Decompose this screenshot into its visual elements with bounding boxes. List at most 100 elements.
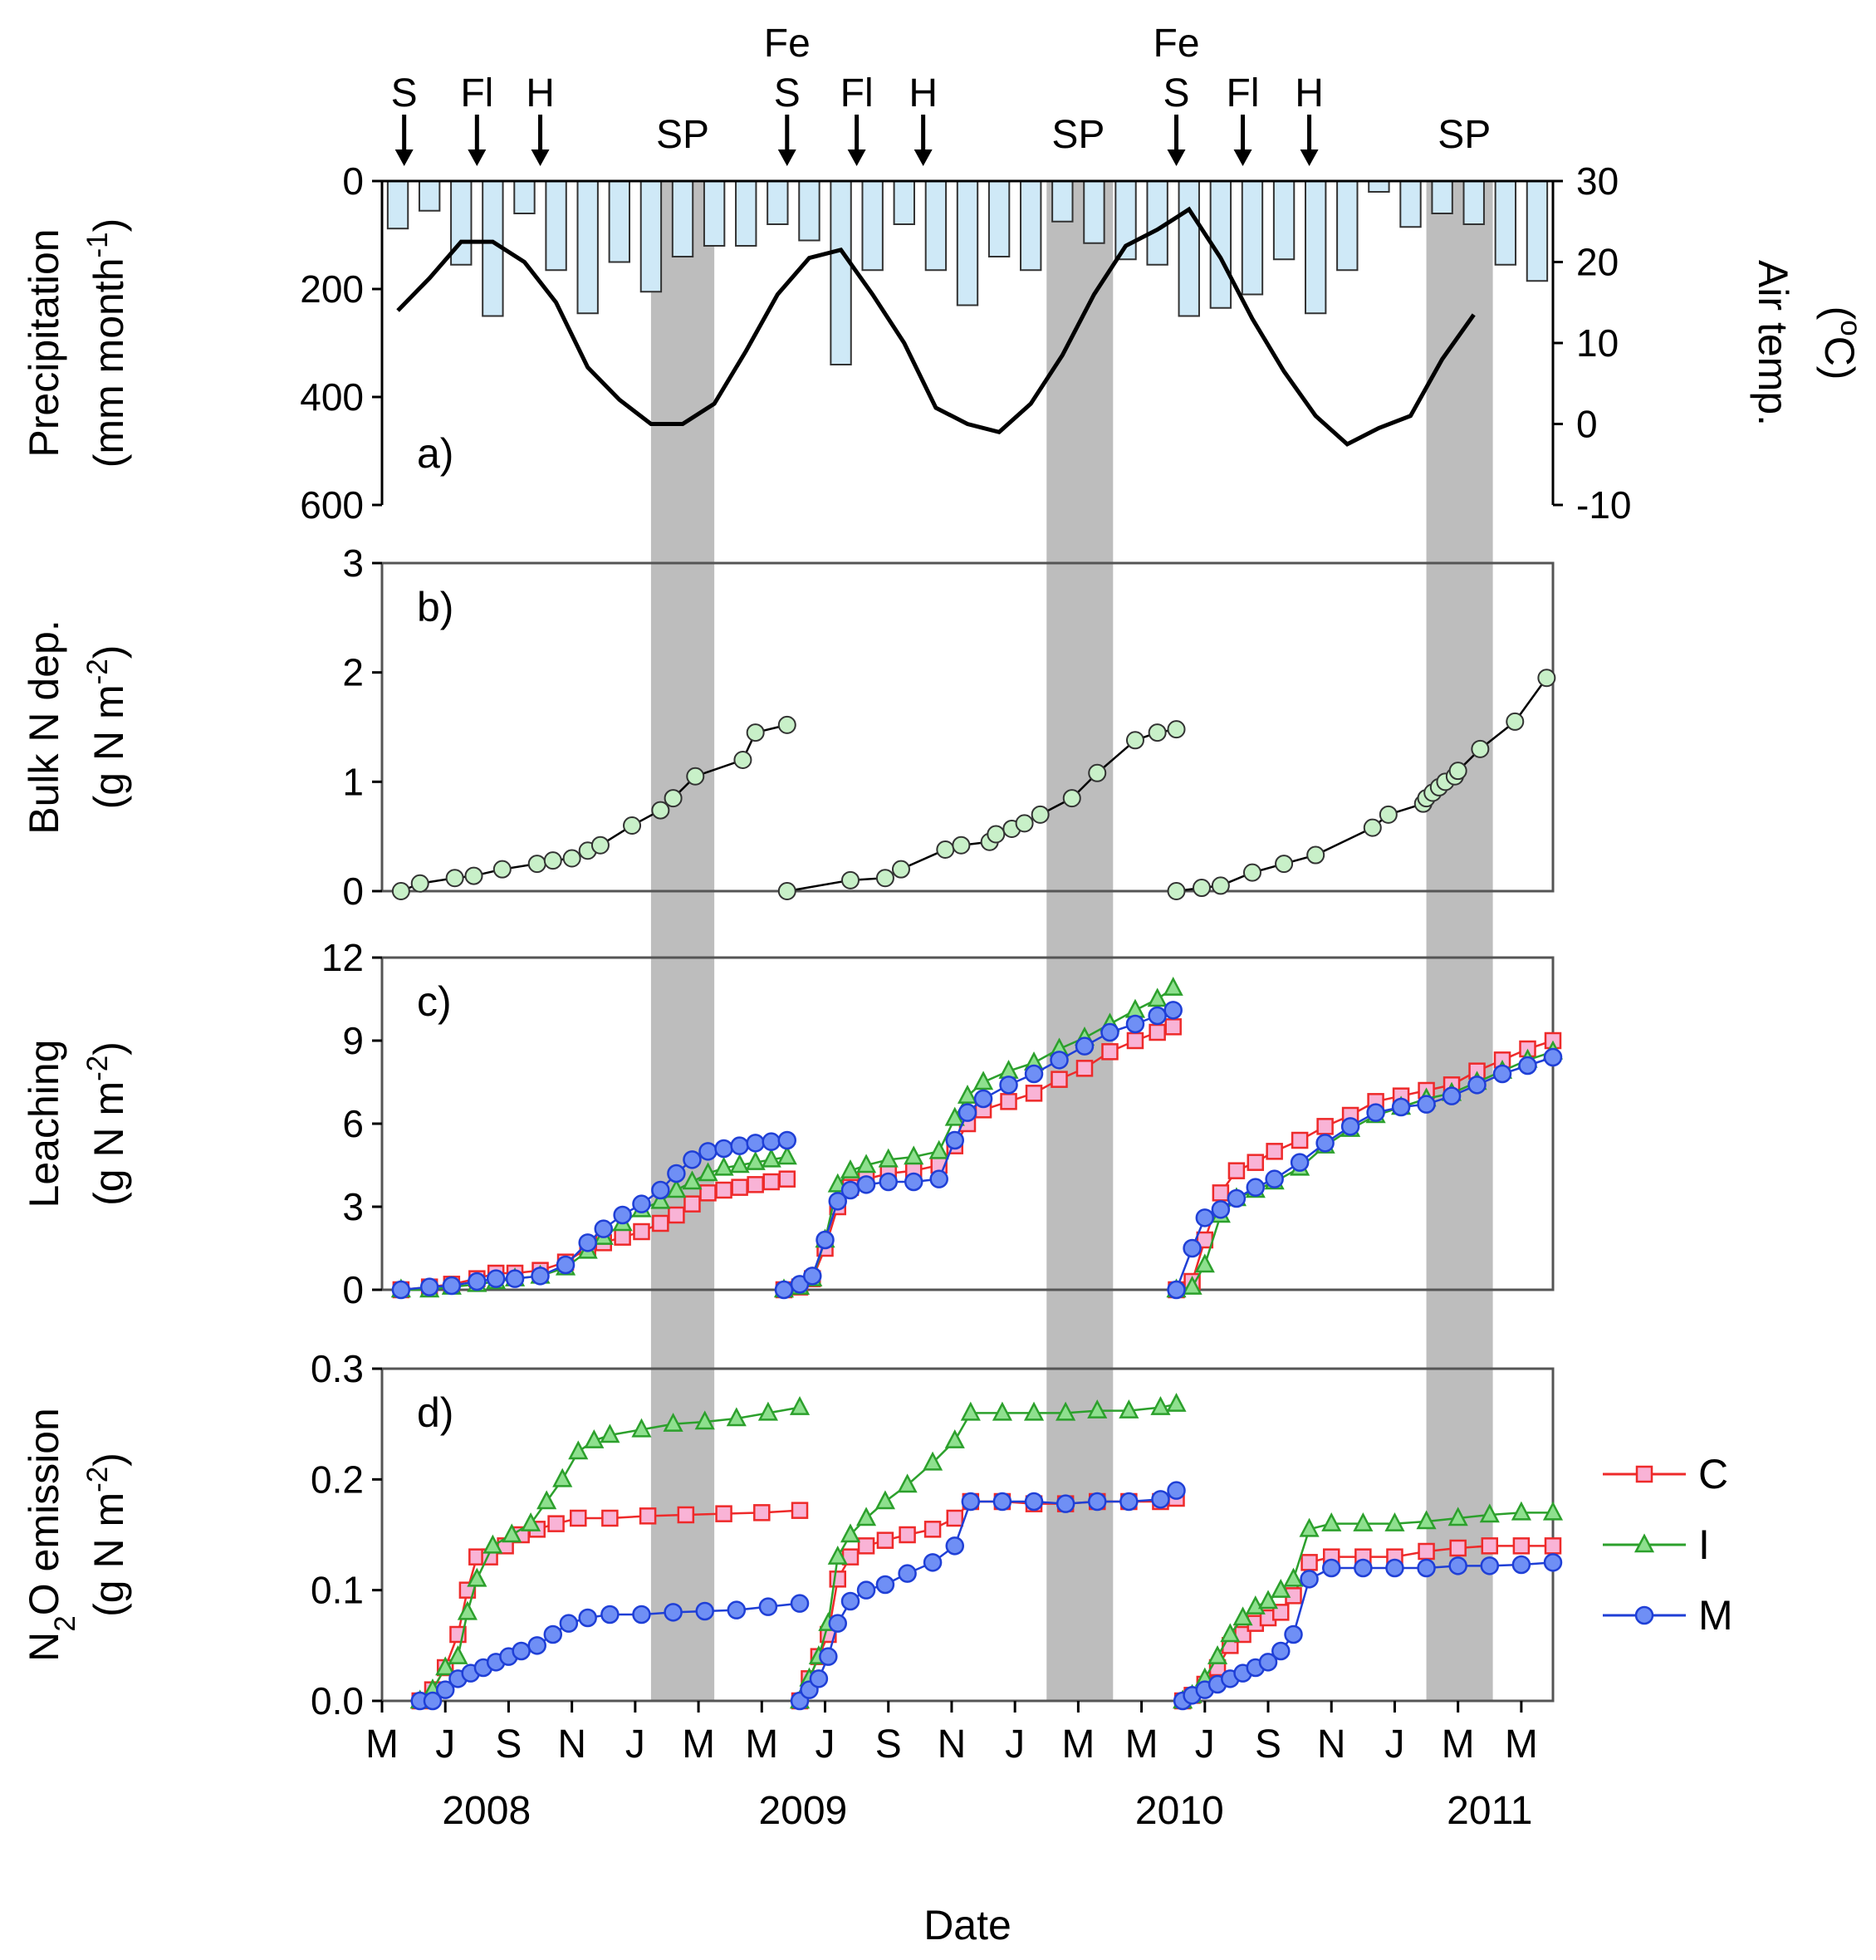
event-label-h: H — [526, 71, 555, 115]
panel-c-point-m — [468, 1272, 487, 1291]
panel-d-point-m — [632, 1605, 651, 1624]
panel-d-frame — [380, 1367, 1555, 1703]
panel-d-point-m — [809, 1669, 829, 1688]
panel-d-ytick-label: 0.1 — [311, 1569, 364, 1612]
panel-c-point-c — [1149, 1023, 1166, 1041]
panel-c-point-m — [651, 1180, 670, 1200]
panel-d-point-i — [448, 1644, 468, 1664]
air-temperature-line — [396, 206, 1476, 447]
panel-c-leaching: 0 3 6 9 12 Leaching (g N m-2) c) — [21, 936, 1564, 1311]
panel-c-point-m — [1167, 1280, 1186, 1300]
panel-c-point-c — [1164, 1018, 1182, 1036]
panel-d-point-i — [584, 1428, 605, 1448]
event-arrow-head — [1167, 149, 1186, 166]
panel-a-y2label-line-1: Air temp. — [1750, 260, 1796, 426]
panel-b-tag: b) — [417, 584, 453, 630]
panel-d-point-i — [1271, 1578, 1291, 1598]
panel-c-point-m — [879, 1172, 898, 1192]
panel-d-point-m — [559, 1614, 579, 1633]
panel-c-point-m — [762, 1132, 781, 1151]
panel-b-point-bulk-n-deposition — [1167, 882, 1186, 900]
panel-b-ylabel-line-2: (g N m-2) — [81, 645, 133, 810]
panel-c-point-m — [1518, 1056, 1537, 1076]
panel-d-point-i — [1353, 1512, 1374, 1531]
panel-b-point-bulk-n-deposition — [1448, 762, 1467, 781]
panel-c-point-c — [715, 1181, 732, 1199]
panel-c-ytick-label: 12 — [321, 936, 364, 979]
panel-d-point-i — [1299, 1517, 1320, 1537]
panel-d-point-c — [946, 1509, 964, 1527]
panel-c-point-m — [578, 1233, 597, 1252]
panel-c-point-i — [904, 1145, 924, 1165]
panel-d-point-i — [1416, 1510, 1437, 1530]
panel-c-point-m — [1315, 1134, 1335, 1153]
precipitation-bar — [1431, 180, 1453, 214]
panel-b-ytick-label: 3 — [342, 541, 364, 585]
precipitation-bar — [1304, 180, 1327, 315]
panel-d-ytick-label: 0.2 — [311, 1458, 364, 1501]
panel-b-point-bulk-n-deposition — [777, 715, 796, 734]
panel-d-point-c — [639, 1507, 657, 1525]
precipitation-bar — [767, 180, 789, 225]
panel-c-ylabel-line-1: Leaching — [21, 1040, 67, 1208]
panel-b-point-bulk-n-deposition — [1506, 712, 1525, 731]
panel-d-point-m — [945, 1536, 965, 1556]
panel-c-point-i — [1124, 998, 1146, 1018]
panel-d-point-i — [457, 1600, 478, 1620]
panel-b-ytick-label: 1 — [342, 760, 364, 803]
panel-c-point-c — [699, 1184, 717, 1202]
panel-d-point-m — [1321, 1558, 1341, 1578]
panel-d-point-i — [897, 1473, 918, 1493]
panel-d-point-m — [1151, 1490, 1170, 1509]
panel-c-point-m — [1125, 1014, 1145, 1034]
panel-d-point-m — [1024, 1492, 1044, 1512]
event-label-sp: SP — [1051, 113, 1105, 157]
panel-c-point-m — [683, 1150, 702, 1169]
panel-d-point-m — [423, 1691, 443, 1711]
panel-c-point-i — [776, 1145, 797, 1165]
panel-d-point-m — [435, 1680, 455, 1699]
panel-d-point-c — [715, 1505, 732, 1522]
panel-d-point-c — [677, 1506, 695, 1524]
panel-c-ytick-label: 0 — [342, 1268, 364, 1311]
event-label-fl: Fl — [1227, 71, 1260, 115]
panel-d-point-i — [874, 1490, 895, 1510]
panel-d-point-m — [856, 1580, 876, 1600]
panel-d-point-i — [726, 1407, 747, 1427]
panel-c-series-c-line-2 — [783, 1026, 1174, 1291]
panel-b-point-bulk-n-deposition — [952, 835, 971, 855]
precipitation-bar — [1336, 180, 1359, 272]
panel-b-point-bulk-n-deposition — [1015, 814, 1034, 833]
event-arrow-head — [777, 149, 796, 166]
panel-c-point-c — [668, 1206, 685, 1224]
panel-d-point-i — [1232, 1606, 1253, 1626]
shaded-period-bands — [650, 181, 1493, 1701]
panel-c-point-c — [1075, 1060, 1094, 1077]
panel-b-ytick-label: 2 — [342, 651, 364, 694]
panel-c-point-m — [945, 1130, 965, 1150]
panel-d-point-m — [961, 1492, 981, 1512]
panel-d-point-i — [1447, 1507, 1468, 1526]
panel-c-point-c — [1051, 1071, 1068, 1088]
panel-c-point-m — [803, 1267, 822, 1286]
management-events: S Fl H SP Fe S Fl H SP Fe S Fl H SP — [391, 22, 1491, 166]
precipitation-bar — [1020, 180, 1042, 272]
panel-c-point-m — [1183, 1238, 1202, 1258]
precipitation-bar — [671, 180, 694, 257]
event-arrow-head — [468, 149, 487, 166]
panel-c-point-m — [1265, 1169, 1284, 1188]
panel-d-point-c — [547, 1515, 565, 1532]
panel-c-point-i — [666, 1178, 687, 1198]
panel-d-point-m — [695, 1601, 714, 1621]
panel-b-point-bulk-n-deposition — [746, 723, 765, 742]
panel-c-point-i — [878, 1148, 899, 1168]
date-tick-label: M — [365, 1722, 399, 1766]
panel-c-point-m — [714, 1139, 733, 1159]
panel-a-y2label-line-2: (oC) — [1816, 306, 1868, 380]
panel-b-point-bulk-n-deposition — [543, 851, 562, 870]
panel-c-point-i — [1147, 987, 1168, 1007]
year-label: 2008 — [442, 1789, 531, 1833]
panel-c-point-c — [1000, 1093, 1017, 1110]
panel-b-point-bulk-n-deposition — [936, 840, 955, 859]
precipitation-bar — [576, 180, 599, 315]
